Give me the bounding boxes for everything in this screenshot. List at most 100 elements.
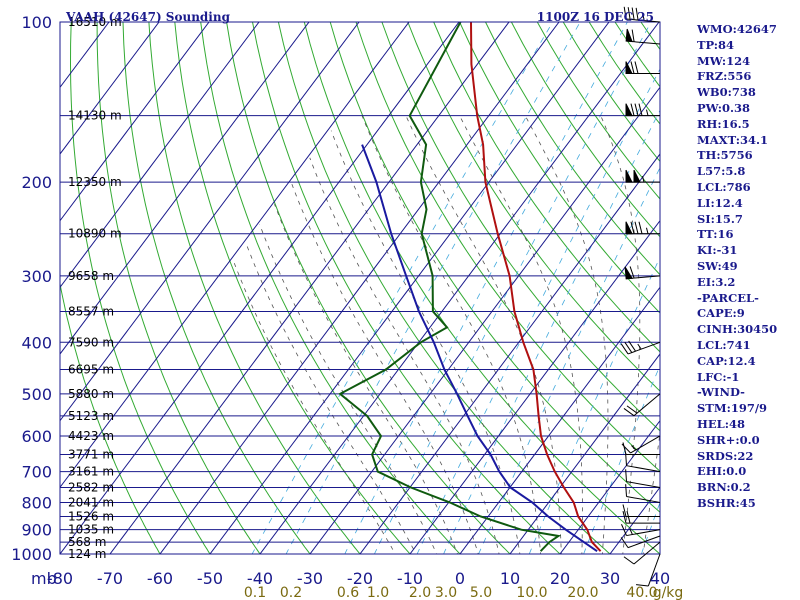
wind-barb-flag	[623, 6, 627, 20]
wind-barb-staff	[633, 393, 661, 417]
dry-adiabat-line	[226, 22, 511, 554]
temperature-label: 10	[500, 569, 520, 588]
wind-barb-flag	[622, 511, 627, 524]
wind-barb-staff	[630, 435, 661, 454]
wind-barb-pennant	[633, 169, 641, 183]
wind-barb-flag	[629, 528, 633, 535]
height-label: 5880 m	[68, 387, 114, 401]
index-item: TT:16	[697, 227, 734, 242]
wind-barb-pennant	[625, 221, 633, 235]
height-label: 6695 m	[68, 363, 114, 377]
isotherm-line	[60, 22, 460, 554]
mixing-ratio-label: 2.0	[409, 585, 431, 600]
height-label: 5123 m	[68, 409, 114, 423]
mixing-ratio-line	[528, 256, 660, 554]
wind-barb-pennant	[624, 266, 633, 280]
temperature-label: 40	[650, 569, 670, 588]
index-item: TH:5756	[697, 148, 753, 163]
index-item: SRDS:22	[697, 448, 754, 463]
profiles	[338, 22, 602, 553]
height-label: 9658 m	[68, 269, 114, 283]
mixing-ratio-line	[344, 22, 628, 554]
wind-barb-staff	[626, 18, 661, 23]
wind-barb	[625, 469, 661, 489]
wind-barb-staff	[626, 465, 661, 473]
isotherm-line	[309, 86, 660, 554]
height-label: 4423 m	[68, 429, 114, 443]
wind-barb-flag	[635, 7, 639, 21]
mixing-ratio-label: 1.0	[367, 585, 389, 600]
wind-barb-flag	[624, 342, 633, 353]
dry-adiabat-line	[796, 22, 800, 565]
isotherm-line	[359, 153, 660, 554]
mixing-ratio-line	[285, 22, 581, 554]
index-item: LI:12.4	[697, 195, 743, 210]
wind-barb	[625, 103, 660, 117]
wind-barb	[625, 28, 661, 45]
height-label: 12350 m	[68, 175, 122, 189]
moist-adiabat-line	[259, 224, 438, 554]
height-label: 124 m	[68, 547, 106, 561]
index-item: SI:15.7	[697, 211, 743, 226]
mixing-ratio-line	[478, 166, 660, 554]
wind-barb-flag	[634, 61, 639, 74]
temperature-label: 30	[600, 569, 620, 588]
dry-adiabat-line	[60, 281, 161, 554]
index-item: SW:49	[697, 258, 738, 273]
wind-barb	[636, 553, 661, 587]
pressure-label: 500	[21, 385, 52, 404]
isotherm-line	[60, 22, 160, 155]
dry-adiabat-line	[174, 22, 411, 554]
height-label: 7590 m	[68, 335, 114, 349]
mixing-ratio-label: 20.0	[567, 585, 598, 600]
height-label: 10890 m	[68, 227, 122, 241]
wind-barb	[625, 221, 660, 235]
moist-adiabat-line	[330, 130, 521, 554]
index-item: SHR+:0.0	[697, 432, 760, 447]
index-item: PW:0.38	[697, 100, 751, 115]
isotherm-line	[159, 22, 560, 554]
index-item: STM:197/9	[697, 401, 768, 416]
index-item: L57:5.8	[697, 164, 746, 179]
wind-barb-flag	[646, 227, 649, 234]
wind-barb	[623, 6, 661, 23]
temperature-label: -30	[297, 569, 323, 588]
isotherm-line	[409, 219, 660, 554]
mixing-ratio-label: g/kg	[653, 585, 684, 600]
wind-barb	[623, 541, 661, 565]
wind-barb	[622, 511, 660, 524]
dry-adiabat-line	[148, 22, 361, 554]
wind-barb-staff	[626, 496, 661, 503]
mixing-ratio-line	[583, 364, 660, 554]
pressure-label: 300	[21, 267, 52, 286]
wind-barb-flag	[631, 445, 637, 451]
mixing-ratio-label: 0.6	[337, 585, 359, 600]
parcel-profile	[361, 144, 598, 553]
height-label: 1526 m	[68, 509, 114, 523]
wind-barb	[625, 169, 660, 183]
wind-barb-flag	[642, 176, 645, 183]
dry-adiabat-line	[252, 22, 561, 554]
dry-adiabat-line	[329, 22, 660, 513]
isotherm-line	[259, 22, 660, 554]
index-item: HEL:48	[697, 416, 745, 431]
wind-barb-pennant	[625, 103, 633, 117]
mixing-ratio-label: 3.0	[435, 585, 457, 600]
mixing-ratio-line	[373, 22, 652, 554]
index-item: -PARCEL-	[697, 290, 759, 305]
height-label: 14130 m	[68, 109, 122, 123]
index-item: LCL:786	[697, 179, 751, 194]
height-label: 8557 m	[68, 304, 114, 318]
wind-barb-staff	[647, 553, 661, 587]
moist-adiabat-line	[274, 204, 458, 554]
pressure-label: 600	[21, 427, 52, 446]
wind-barb-flag	[622, 504, 627, 517]
mixing-ratio-label: 0.2	[280, 585, 302, 600]
height-label: 568 m	[68, 535, 106, 549]
temperature-label: 20	[550, 569, 570, 588]
wind-barb	[620, 340, 661, 355]
index-item: MAXT:34.1	[697, 132, 768, 147]
wind-barb-flag	[638, 221, 643, 234]
moist-adiabat-line	[459, 115, 583, 554]
